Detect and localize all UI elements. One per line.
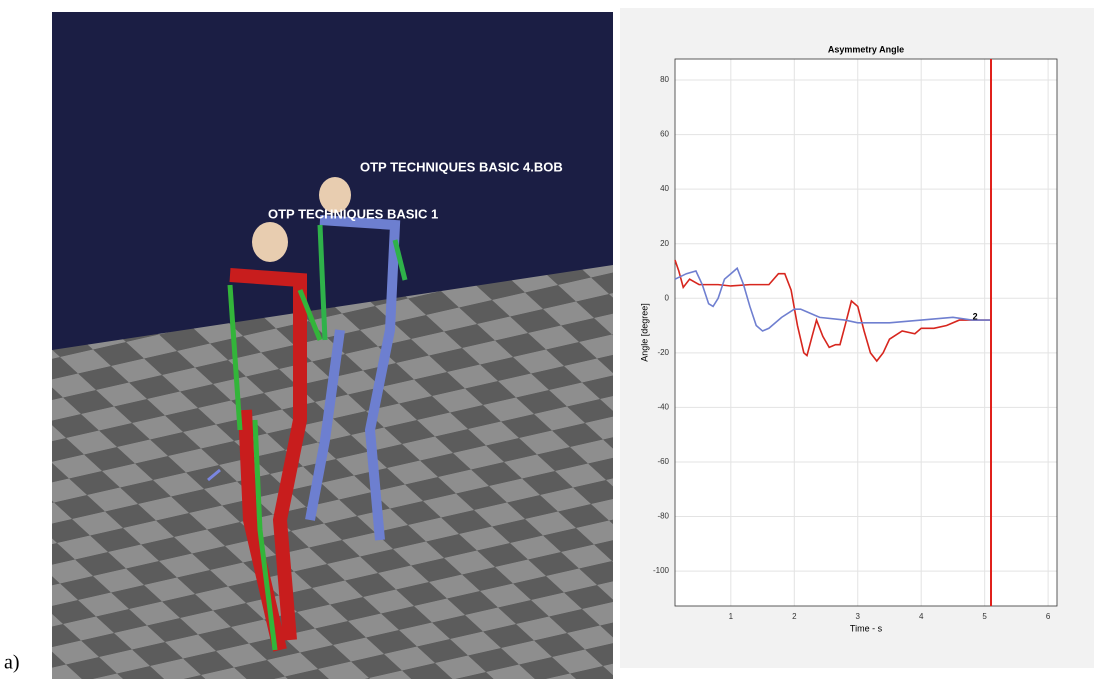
x-axis-label: Time - s [850, 623, 883, 633]
y-tick-label: 80 [660, 75, 669, 84]
axes-box [674, 58, 1058, 607]
x-tick-label: 1 [729, 612, 734, 621]
floor [52, 265, 613, 679]
x-tick-label: 2 [792, 612, 797, 621]
y-tick-label: -80 [657, 512, 669, 521]
y-tick-label: -20 [657, 348, 669, 357]
y-tick-label: -100 [653, 566, 670, 575]
x-tick-label: 3 [856, 612, 861, 621]
x-tick-label: 5 [982, 612, 987, 621]
scene-label: OTP TECHNIQUES BASIC 4.BOB [360, 159, 563, 174]
panel-label: a) [4, 652, 20, 674]
chart-title: Asymmetry Angle [828, 44, 904, 54]
y-tick-label: 40 [660, 184, 669, 193]
scene-label: OTP TECHNIQUES BASIC 1 [268, 206, 438, 221]
plot-area [675, 59, 1057, 606]
y-tick-label: 20 [660, 239, 669, 248]
y-axis-label: Angle [degree] [639, 303, 649, 362]
y-tick-label: 60 [660, 130, 669, 139]
skeleton [207, 177, 408, 652]
x-tick-label: 4 [919, 612, 924, 621]
y-tick-label: 0 [665, 293, 670, 302]
series-line [674, 259, 992, 363]
annotation: 2 [973, 312, 978, 322]
x-tick-label: 6 [1046, 612, 1051, 621]
chart: -100 -80 -60 -40 -20 0 20 40 60 80 1 2 3 4 5 6 Asymmetry… [639, 44, 1058, 633]
y-tick-label: -40 [657, 402, 669, 411]
series-line [674, 266, 992, 332]
y-tick-label: -60 [657, 457, 669, 466]
scene: OTP TECHNIQUES BASIC 4.BOB OTP TECHNIQUE… [52, 12, 613, 679]
